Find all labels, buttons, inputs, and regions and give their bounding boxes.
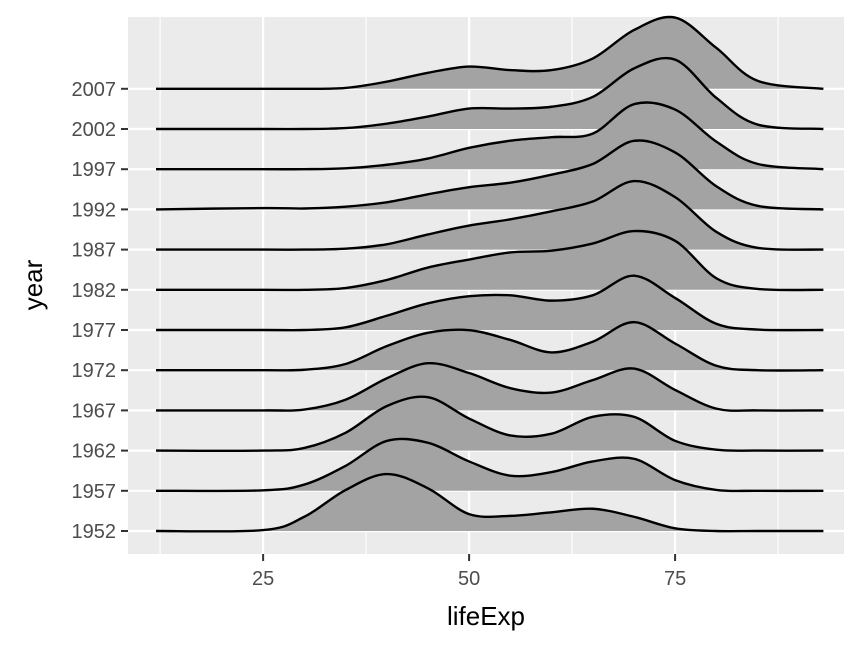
ridge-line-2002 <box>156 56 824 131</box>
ridge-line-1967 <box>156 362 824 412</box>
ridge-fill-1962 <box>156 396 824 451</box>
y-tick-label-1982: 1982 <box>72 280 117 302</box>
y-axis: 1952 1957 1962 1967 1972 1977 1982 1987 1992 1997… <box>72 79 128 543</box>
ridge-line-1962 <box>156 395 824 452</box>
x-tick-label-50: 50 <box>458 568 480 590</box>
ridge-line-1972 <box>156 320 824 372</box>
y-tick-label-1997: 1997 <box>72 159 117 181</box>
ridge-line-1957 <box>156 437 824 493</box>
y-tick-label-2007: 2007 <box>72 79 117 101</box>
ridge-1962 <box>156 395 824 452</box>
y-tick-label-1972: 1972 <box>72 360 117 382</box>
ridge-fill-1982 <box>156 231 824 291</box>
ridge-fill-1977 <box>156 275 824 331</box>
ridge-line-1992 <box>155 139 824 211</box>
ridge-fill-1952 <box>156 474 824 532</box>
ridge-1977 <box>156 274 824 332</box>
y-tick-label-1962: 1962 <box>72 441 117 463</box>
y-tick-label-1952: 1952 <box>72 521 117 543</box>
x-axis-title: lifeExp <box>447 601 525 631</box>
ridge-1957 <box>156 437 824 493</box>
ridge-line-1987 <box>156 179 824 251</box>
ridge-1967 <box>156 362 824 412</box>
y-tick-label-1992: 1992 <box>72 199 117 221</box>
ridge-line-1952 <box>156 472 824 533</box>
ridge-line-2007 <box>156 15 824 91</box>
ridge-fill-1967 <box>156 363 824 411</box>
y-tick-label-2002: 2002 <box>72 119 117 141</box>
y-tick-label-1967: 1967 <box>72 400 117 422</box>
y-tick-label-1987: 1987 <box>72 240 117 262</box>
ridge-fill-1972 <box>156 322 824 371</box>
ridge-1952 <box>156 472 824 533</box>
x-tick-label-75: 75 <box>664 568 686 590</box>
density-ridges <box>155 15 824 533</box>
ridge-1972 <box>156 320 824 372</box>
x-axis: 25 50 75 <box>252 554 686 590</box>
ridge-line-1977 <box>156 274 824 332</box>
y-tick-label-1977: 1977 <box>72 320 117 342</box>
x-tick-label-25: 25 <box>252 568 274 590</box>
ridge-line-1997 <box>156 101 824 171</box>
ridge-line-1982 <box>156 229 824 292</box>
y-tick-label-1957: 1957 <box>72 481 117 503</box>
ridge-1982 <box>156 229 824 292</box>
y-axis-title: year <box>18 259 48 310</box>
